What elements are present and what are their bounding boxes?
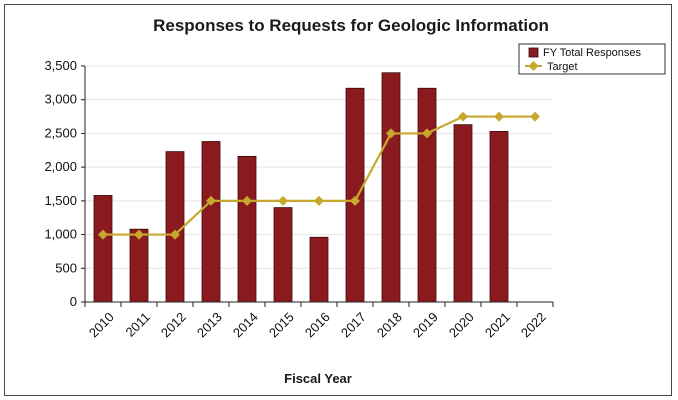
y-tick-label: 0 xyxy=(70,294,77,309)
legend-label-target: Target xyxy=(547,61,578,73)
target-point-2021 xyxy=(494,111,504,122)
target-point-2020 xyxy=(458,111,468,122)
y-tick-label: 500 xyxy=(55,260,77,275)
bar-2014 xyxy=(237,155,257,303)
target-point-2015 xyxy=(278,195,288,206)
x-tick-label: 2018 xyxy=(374,309,405,340)
y-axis-ticks: 0 500 1,000 1,500 2,000 2,500 3,000 3,500 xyxy=(44,58,85,309)
bar-2013 xyxy=(201,141,221,303)
target-point-2016 xyxy=(314,195,324,206)
x-tick-label: 2010 xyxy=(86,309,117,340)
x-axis-ticks: 2010 2011 2012 2013 2014 2015 2016 2017 2018 2019… xyxy=(84,302,554,340)
target-series xyxy=(98,111,540,240)
bar-series xyxy=(93,72,509,303)
y-tick-label: 2,000 xyxy=(44,159,77,174)
legend-line-marker xyxy=(528,61,539,71)
bar-2016 xyxy=(309,236,329,303)
target-point-2010 xyxy=(98,229,108,240)
x-tick-label: 2016 xyxy=(302,309,333,340)
target-point-2017 xyxy=(350,195,360,206)
target-point-2014 xyxy=(242,195,252,206)
legend-box xyxy=(518,43,666,75)
bar-2012 xyxy=(165,151,185,303)
bar-2010 xyxy=(93,195,113,303)
x-axis-title: Fiscal Year xyxy=(284,371,352,386)
x-tick-label: 2013 xyxy=(194,309,225,340)
bar-2015 xyxy=(273,207,293,303)
chart-frame: Responses to Requests for Geologic Infor… xyxy=(4,4,672,396)
y-tick-label: 2,500 xyxy=(44,125,77,140)
x-tick-label: 2014 xyxy=(230,309,261,340)
chart-title: Responses to Requests for Geologic Infor… xyxy=(153,16,549,35)
target-point-2022 xyxy=(530,111,540,122)
bar-2011 xyxy=(129,228,149,303)
x-tick-label: 2012 xyxy=(158,309,189,340)
y-tick-label: 3,000 xyxy=(44,92,77,107)
target-point-2019 xyxy=(422,128,432,139)
x-tick-label: 2017 xyxy=(338,309,369,340)
x-tick-label: 2020 xyxy=(446,309,477,340)
chart-svg: Responses to Requests for Geologic Infor… xyxy=(44,16,666,386)
bar-2018 xyxy=(381,72,401,303)
y-tick-label: 1,000 xyxy=(44,227,77,242)
axes xyxy=(84,66,553,303)
y-tick-label: 3,500 xyxy=(44,58,77,73)
bar-2020 xyxy=(453,124,473,303)
legend-bar-swatch xyxy=(528,47,539,58)
bar-2021 xyxy=(489,131,509,303)
target-point-2012 xyxy=(170,229,180,240)
x-tick-label: 2011 xyxy=(123,309,153,339)
legend-label-responses: FY Total Responses xyxy=(543,47,642,59)
bar-2017 xyxy=(345,87,365,303)
x-tick-label: 2022 xyxy=(518,309,549,340)
x-tick-label: 2015 xyxy=(266,309,297,340)
legend: FY Total Responses Target xyxy=(518,43,666,75)
target-point-2018 xyxy=(386,128,396,139)
bar-2019 xyxy=(417,87,437,303)
y-tick-label: 1,500 xyxy=(44,193,77,208)
x-tick-label: 2021 xyxy=(482,309,513,340)
target-point-2013 xyxy=(206,195,216,206)
x-tick-label: 2019 xyxy=(410,309,441,340)
target-point-2011 xyxy=(134,229,144,240)
